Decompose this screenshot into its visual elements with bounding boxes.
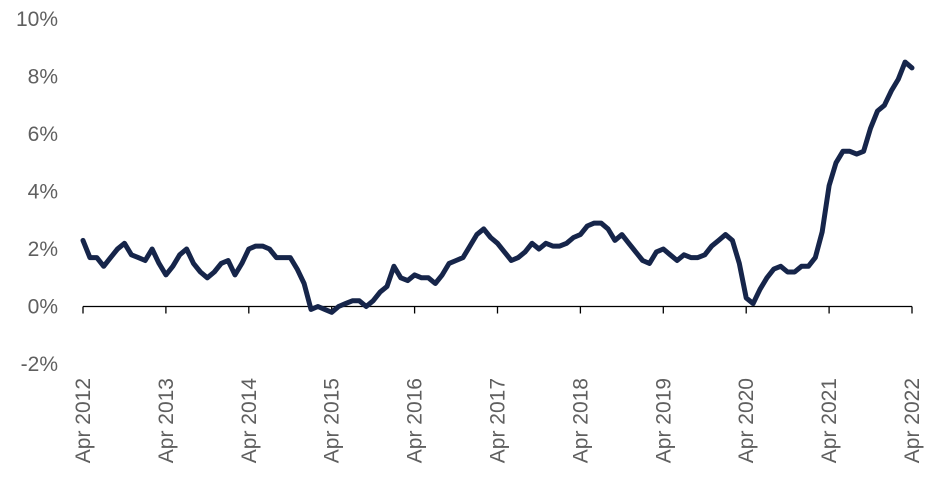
y-tick-label: 0% [28, 296, 58, 319]
y-tick-label: 2% [28, 238, 58, 261]
x-axis-tick-labels: Apr 2012 Apr 2013 Apr 2014 Apr 2015 Apr 2016… [72, 378, 924, 464]
x-tick-label: Apr 2018 [569, 378, 592, 463]
x-tick-label: Apr 2016 [404, 378, 427, 463]
x-tick-label: Apr 2017 [487, 378, 510, 463]
y-tick-label: 4% [28, 181, 58, 204]
x-tick-label: Apr 2022 [901, 378, 924, 463]
y-tick-label: 10% [16, 8, 58, 31]
x-tick-label: Apr 2021 [818, 378, 841, 463]
series-line [80, 59, 915, 315]
x-axis-tick-marks [82, 306, 913, 314]
x-tick-label: Apr 2020 [735, 378, 758, 463]
x-tick-label: Apr 2014 [238, 378, 261, 464]
y-axis-tick-labels: -2% 0% 2% 4% 6% 8% 10% [16, 8, 58, 376]
y-tick-label: -2% [21, 353, 58, 376]
series-layer [80, 59, 915, 315]
x-tick-label: Apr 2015 [321, 378, 344, 463]
x-tick-label: Apr 2013 [155, 378, 178, 463]
y-tick-label: 6% [28, 123, 58, 146]
y-tick-label: 8% [28, 66, 58, 89]
x-tick-label: Apr 2019 [652, 378, 675, 463]
x-tick-label: Apr 2012 [72, 378, 95, 463]
